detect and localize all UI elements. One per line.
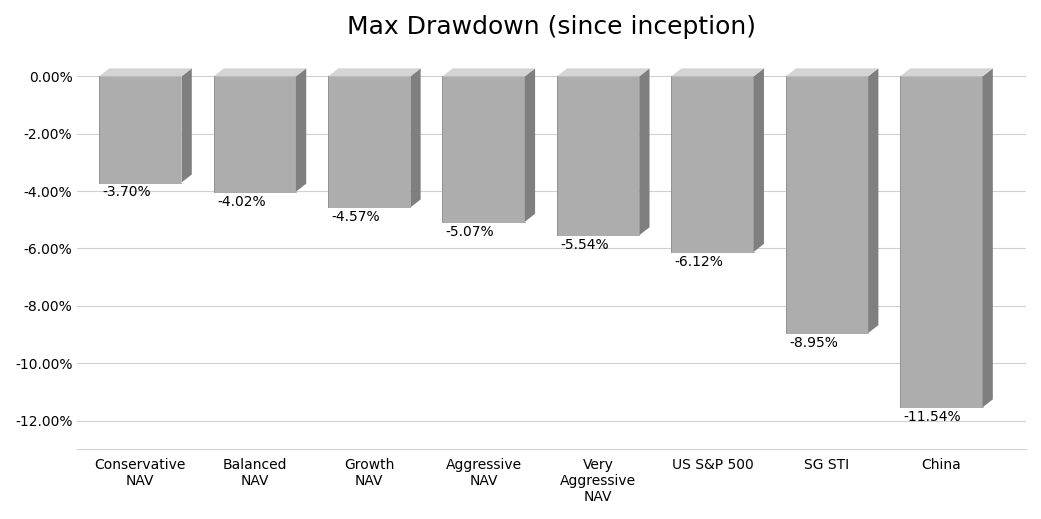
Polygon shape: [99, 76, 181, 183]
Polygon shape: [525, 69, 535, 222]
Text: -8.95%: -8.95%: [789, 336, 838, 350]
Polygon shape: [296, 69, 306, 192]
Polygon shape: [328, 76, 410, 208]
Polygon shape: [99, 69, 192, 76]
Text: -4.02%: -4.02%: [217, 195, 265, 209]
Polygon shape: [328, 69, 421, 76]
Text: -6.12%: -6.12%: [675, 255, 723, 269]
Polygon shape: [213, 76, 296, 192]
Text: -5.07%: -5.07%: [446, 225, 494, 239]
Text: -11.54%: -11.54%: [904, 410, 961, 424]
Polygon shape: [442, 76, 525, 222]
Polygon shape: [639, 69, 650, 235]
Polygon shape: [557, 76, 639, 235]
Text: -3.70%: -3.70%: [102, 185, 151, 199]
Title: Max Drawdown (since inception): Max Drawdown (since inception): [348, 15, 756, 39]
Polygon shape: [442, 69, 535, 76]
Text: -4.57%: -4.57%: [331, 210, 380, 224]
Polygon shape: [671, 69, 764, 76]
Polygon shape: [900, 69, 993, 76]
Polygon shape: [671, 76, 754, 252]
Polygon shape: [754, 69, 764, 252]
Polygon shape: [983, 69, 993, 407]
Polygon shape: [557, 69, 650, 76]
Text: -5.54%: -5.54%: [560, 238, 609, 252]
Polygon shape: [786, 76, 868, 333]
Polygon shape: [410, 69, 421, 208]
Polygon shape: [868, 69, 879, 333]
Polygon shape: [900, 76, 983, 407]
Polygon shape: [213, 69, 306, 76]
Polygon shape: [181, 69, 192, 183]
Polygon shape: [786, 69, 879, 76]
